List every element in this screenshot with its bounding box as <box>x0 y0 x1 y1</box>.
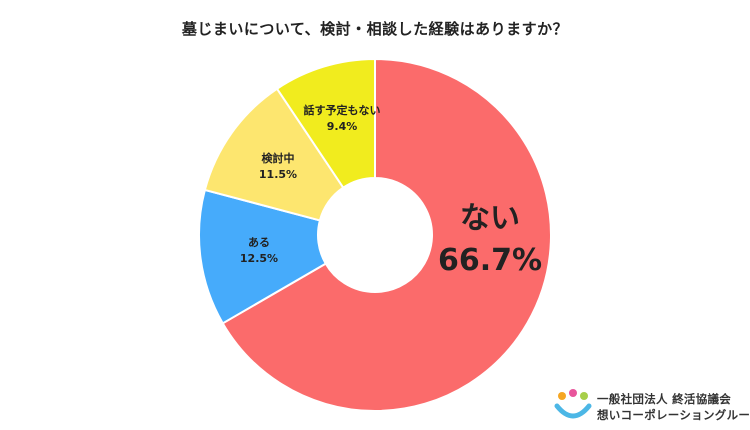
slice-label-0: ない <box>460 201 520 236</box>
slice-0 <box>221 57 552 412</box>
slice-1 <box>198 188 328 325</box>
chart-title: 墓じまいについて、検討・相談した経験はありますか？ <box>181 20 569 38</box>
slice-value-3: 9.4% <box>327 120 358 133</box>
slice-3 <box>275 57 376 190</box>
slice-label-1: ある <box>248 236 270 249</box>
slice-value-1: 12.5% <box>240 252 278 265</box>
slice-value-0: 66.7% <box>438 243 542 278</box>
slice-label-2: 検討中 <box>262 151 295 165</box>
slice-label-3: 話す予定もない <box>304 103 381 117</box>
slice-2 <box>203 87 345 222</box>
logo-line-1: 一般社団法人 終活協議会 <box>597 392 732 406</box>
slice-value-2: 11.5% <box>259 168 297 181</box>
logo-mark-icon <box>554 389 592 419</box>
logo-line-2: 想いコーポレーショングループ <box>597 408 750 422</box>
association-logo: 一般社団法人 終活協議会 想いコーポレーショングループ <box>553 388 750 424</box>
